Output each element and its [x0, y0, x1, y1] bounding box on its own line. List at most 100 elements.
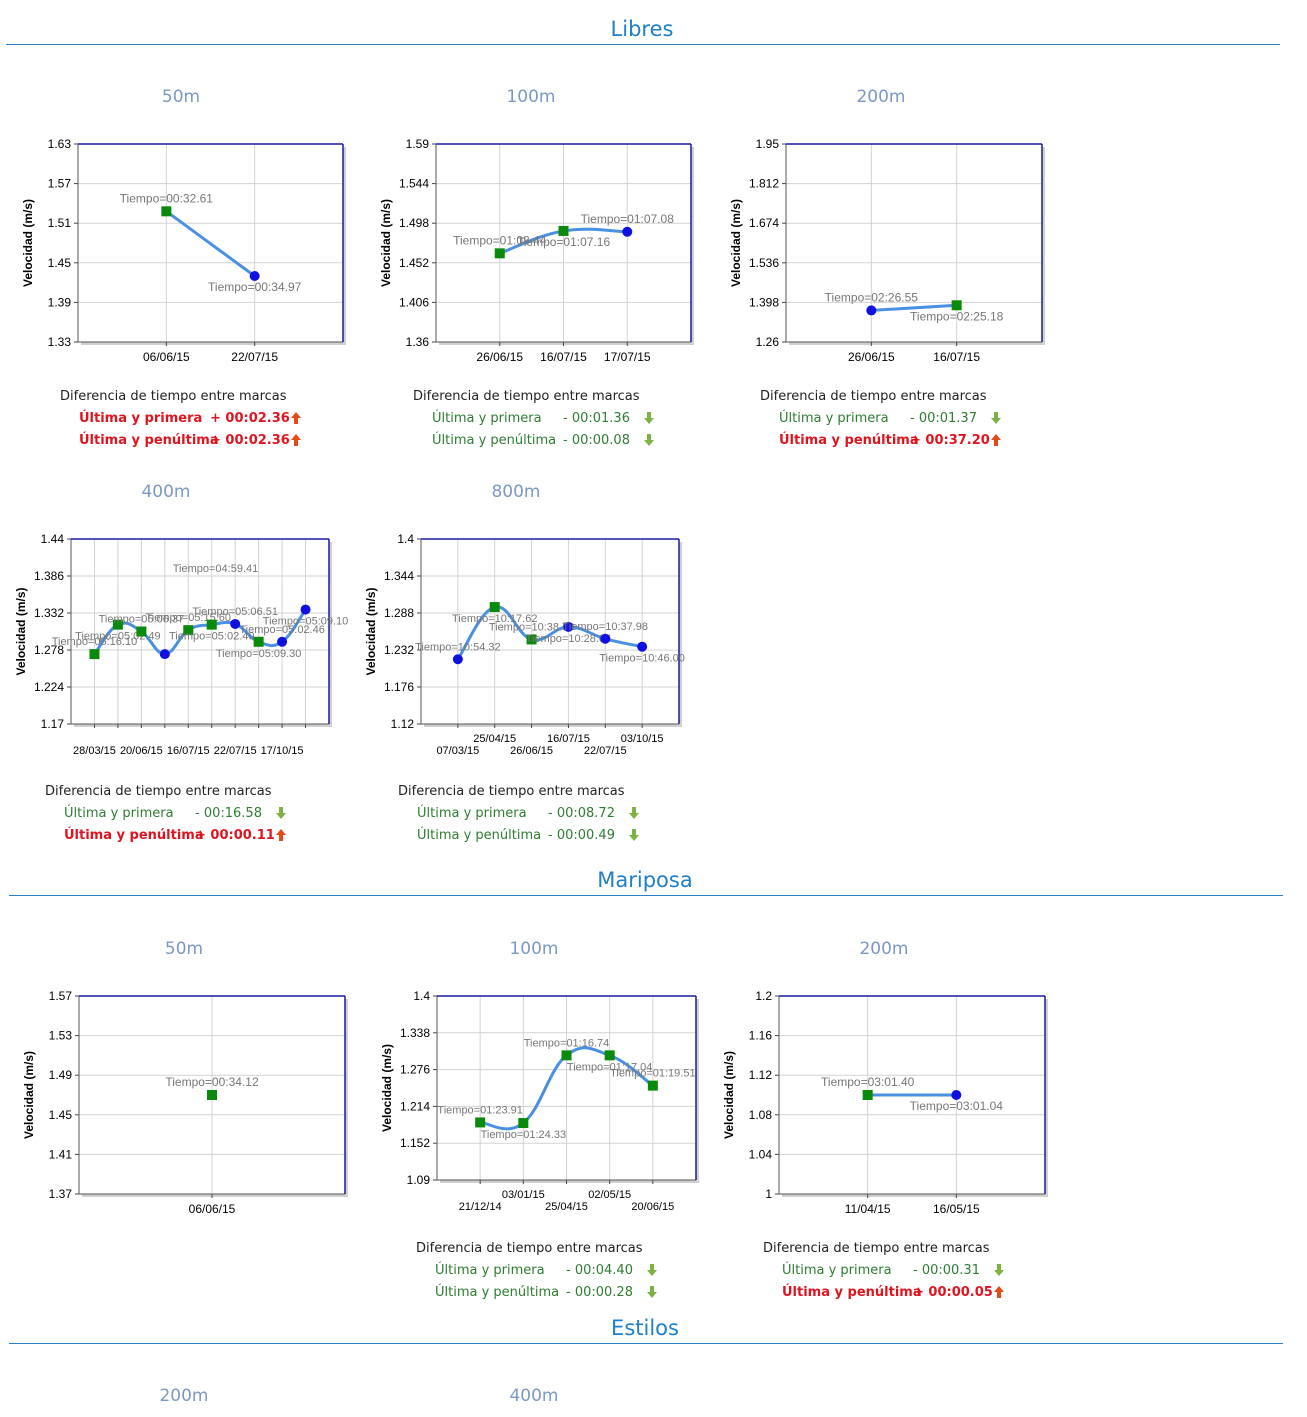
- diff-row-penult: Última y penúltima + 00:00.05: [763, 1285, 1023, 1307]
- x-tick-label: 20/06/15: [631, 1201, 674, 1213]
- diff-value: - 00:16.58: [195, 806, 262, 821]
- arrow-up-icon: [990, 433, 1002, 451]
- diff-value: - 00:00.08: [563, 433, 630, 448]
- data-label: Tiempo=01:23.91: [437, 1104, 523, 1116]
- diff-label: Última y primera: [417, 806, 527, 821]
- data-point-circle: [600, 633, 611, 644]
- data-point-circle: [300, 604, 311, 615]
- chart-title-libres-800m: 800m: [491, 482, 541, 502]
- diff-box-libres-800m: Diferencia de tiempo entre marcas Última …: [398, 784, 658, 850]
- series-line: [456, 605, 643, 661]
- diff-value: + 00:00.11: [195, 828, 275, 843]
- y-tick-label: 1.288: [384, 606, 414, 620]
- diff-label: Última y primera: [64, 806, 174, 821]
- data-label: Tiempo=00:34.12: [165, 1075, 259, 1089]
- y-tick-label: 1.536: [749, 256, 779, 270]
- diff-header: Diferencia de tiempo entre marcas: [398, 784, 625, 799]
- data-point-square: [862, 1090, 873, 1100]
- diff-value: + 00:02.36: [210, 433, 290, 448]
- x-tick-label: 17/07/15: [604, 350, 651, 364]
- x-tick-label: 21/12/14: [459, 1201, 502, 1213]
- y-tick-label: 1.57: [49, 989, 73, 1003]
- chart-title-mariposa-100m: 100m: [509, 939, 559, 959]
- diff-value: + 00:00.05: [913, 1285, 993, 1300]
- series-line: [93, 608, 307, 656]
- x-tick-label: 26/06/15: [848, 350, 895, 364]
- arrow-up-icon: [275, 828, 287, 846]
- data-point-circle: [277, 636, 288, 647]
- diff-row-penult: Última y penúltima - 00:00.28: [416, 1285, 676, 1307]
- y-tick-label: 1.49: [49, 1068, 73, 1082]
- data-point-square: [136, 626, 147, 637]
- data-label: Tiempo=01:16.74: [524, 1037, 610, 1049]
- data-point-square: [561, 1050, 572, 1061]
- y-tick-label: 1.406: [399, 295, 429, 309]
- y-tick-label: 1: [765, 1187, 772, 1201]
- diff-label: Última y penúltima: [782, 1285, 922, 1300]
- arrow-down-icon: [646, 1285, 658, 1303]
- chart-title-libres-100m: 100m: [506, 87, 556, 107]
- chart-title-estilos-400m: 400m: [509, 1386, 559, 1406]
- data-label: Tiempo=02:26.55: [825, 290, 919, 304]
- diff-value: + 00:37.20: [910, 433, 990, 448]
- plot-shadow: [789, 147, 1045, 345]
- y-axis-title: Velocidad (m/s): [380, 1044, 394, 1132]
- y-tick-label: 1.232: [384, 643, 414, 657]
- y-tick-label: 1.498: [399, 216, 429, 230]
- y-axis-title: Velocidad (m/s): [729, 199, 743, 287]
- arrow-up-icon: [290, 433, 302, 451]
- y-tick-label: 1.4: [413, 989, 430, 1003]
- diff-row-first: Última y primera + 00:02.36: [60, 411, 320, 433]
- series-line: [479, 1046, 654, 1131]
- y-tick-label: 1.332: [34, 606, 64, 620]
- data-label: Tiempo=00:34.97: [208, 280, 302, 294]
- diff-label: Última y primera: [79, 411, 203, 426]
- y-tick-label: 1.59: [406, 137, 430, 151]
- x-tick-label: 06/06/15: [143, 350, 190, 364]
- plot-shadow: [782, 999, 1048, 1197]
- plot-shadow: [82, 999, 348, 1197]
- data-point-circle: [452, 654, 463, 665]
- diff-header: Diferencia de tiempo entre marcas: [763, 1241, 990, 1256]
- chart-title-libres-200m: 200m: [856, 87, 906, 107]
- y-tick-label: 1.45: [49, 1108, 73, 1122]
- chart-title-estilos-200m: 200m: [159, 1386, 209, 1406]
- data-point-circle: [866, 305, 877, 316]
- x-tick-label: 26/06/15: [476, 350, 523, 364]
- diff-box-libres-50m: Diferencia de tiempo entre marcas Última …: [60, 389, 320, 455]
- y-tick-label: 1.95: [756, 137, 780, 151]
- diff-row-first: Última y primera - 00:00.31: [763, 1263, 1023, 1285]
- arrow-down-icon: [993, 1263, 1005, 1281]
- data-label: Tiempo=05:15.60: [146, 612, 232, 624]
- y-tick-label: 1.674: [749, 216, 779, 230]
- diff-value: - 00:01.37: [910, 411, 977, 426]
- diff-row-first: Última y primera - 00:16.58: [45, 806, 305, 828]
- x-tick-label: 22/07/15: [214, 745, 257, 757]
- data-point-circle: [249, 271, 260, 281]
- y-tick-label: 1.386: [34, 569, 64, 583]
- x-tick-label: 07/03/15: [436, 745, 479, 757]
- data-label: Tiempo=10:46.00: [599, 653, 685, 665]
- data-label: Tiempo=10:17.62: [452, 613, 538, 625]
- x-tick-label: 11/04/15: [845, 1202, 891, 1216]
- diff-box-mariposa-100m: Diferencia de tiempo entre marcas Última …: [416, 1241, 676, 1307]
- data-label: Tiempo=10:54.32: [415, 641, 501, 653]
- plot-area: [786, 144, 1042, 342]
- plot-area: [779, 996, 1045, 1194]
- arrow-down-icon: [646, 1263, 658, 1281]
- diff-header: Diferencia de tiempo entre marcas: [416, 1241, 643, 1256]
- diff-row-penult: Última y penúltima + 00:02.36: [60, 433, 320, 455]
- diff-box-libres-200m: Diferencia de tiempo entre marcas Última …: [760, 389, 1020, 455]
- arrow-down-icon: [628, 828, 640, 846]
- y-tick-label: 1.16: [749, 1029, 773, 1043]
- diff-value: - 00:00.49: [548, 828, 615, 843]
- diff-row-first: Última y primera - 00:08.72: [398, 806, 658, 828]
- data-point-square: [207, 1090, 217, 1100]
- plot-area: [436, 144, 691, 342]
- y-tick-label: 1.37: [49, 1187, 73, 1201]
- diff-row-first: Última y primera - 00:04.40: [416, 1263, 676, 1285]
- data-point-square: [604, 1050, 615, 1061]
